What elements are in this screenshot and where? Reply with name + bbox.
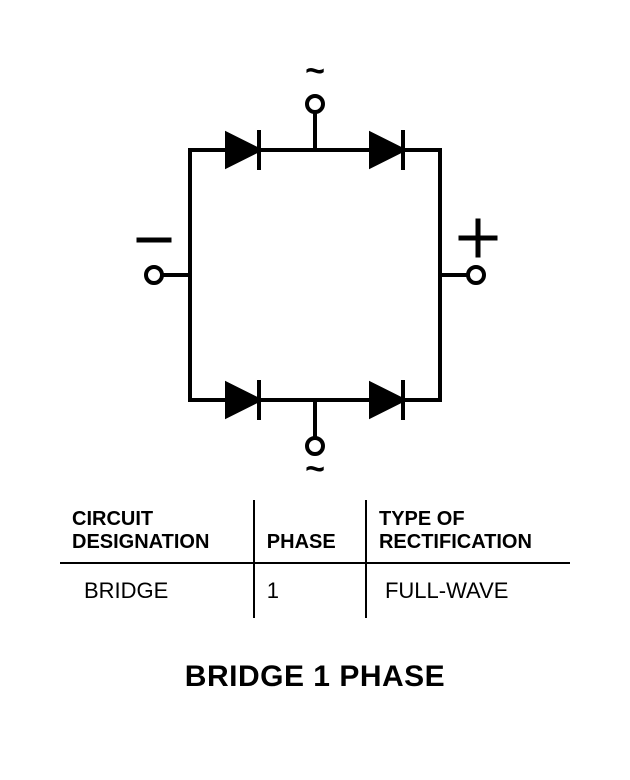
hdr-text: RECTIFICATION [379,531,532,553]
bridge-rectifier-schematic: ~ ~ [115,40,515,480]
cell-rect: FULL-WAVE [366,563,570,618]
col-phase: PHASE [254,500,366,563]
cell-circuit: BRIDGE [60,563,254,618]
cell-phase: 1 [254,563,366,618]
figure-title: BRIDGE 1 PHASE [0,660,630,694]
svg-text:~: ~ [305,52,325,90]
figure-container: ~ ~ C [0,0,630,780]
svg-text:~: ~ [305,450,325,480]
hdr-text: PHASE [267,531,336,553]
hdr-text: TYPE OF [379,508,465,530]
col-rectification: TYPE OF RECTIFICATION [366,500,570,563]
table-row: BRIDGE 1 FULL-WAVE [60,563,570,618]
hdr-text: CIRCUIT [72,508,153,530]
hdr-text: DESIGNATION [72,531,209,553]
table-header-row: CIRCUIT DESIGNATION PHASE TYPE OF RECTIF… [60,500,570,563]
table: CIRCUIT DESIGNATION PHASE TYPE OF RECTIF… [60,500,570,618]
col-circuit-designation: CIRCUIT DESIGNATION [60,500,254,563]
spec-table: CIRCUIT DESIGNATION PHASE TYPE OF RECTIF… [60,500,570,618]
